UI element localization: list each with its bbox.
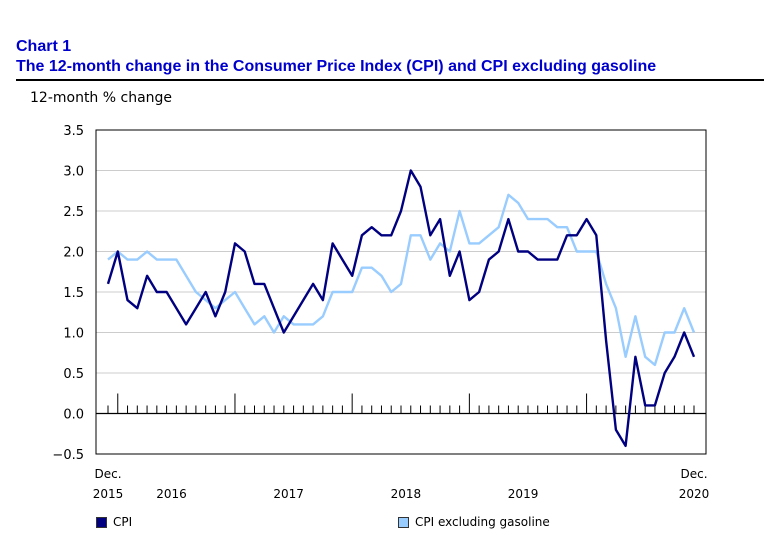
y-tick-label: 1.0 <box>63 327 84 342</box>
chart-number: Chart 1 <box>16 38 72 55</box>
y-tick-label: 3.5 <box>63 124 84 139</box>
x-tick-label-year: 2018 <box>391 487 422 501</box>
series-line-cpi <box>106 169 696 448</box>
legend-label-cpi: CPI <box>113 515 133 529</box>
x-tick-label-month: Dec. <box>680 467 707 481</box>
legend-item-cpi-ex-gasoline: CPI excluding gasoline <box>398 515 550 529</box>
chart-title: The 12-month change in the Consumer Pric… <box>16 58 657 75</box>
x-axis: Dec. 2015 2016 2017 2018 2019 Dec. 2020 <box>93 393 710 501</box>
legend-swatch-cpi <box>96 516 107 528</box>
x-tick-label-year: 2015 <box>93 487 124 501</box>
grid-lines <box>96 129 706 455</box>
x-tick-label-month: Dec. <box>94 467 121 481</box>
y-tick-label: −0.5 <box>52 448 84 463</box>
y-tick-label: 0.0 <box>63 408 84 423</box>
x-tick-label-year: 2019 <box>508 487 539 501</box>
x-tick-label-year: 2016 <box>156 487 187 501</box>
y-tick-labels: 3.5 3.0 2.5 2.0 1.5 1.0 0.5 0.0 −0.5 <box>52 124 84 463</box>
x-tick-label-year: 2017 <box>273 487 304 501</box>
y-tick-label: 2.5 <box>63 205 84 220</box>
y-axis-label: 12-month % change <box>30 90 173 106</box>
y-tick-label: 0.5 <box>63 367 84 382</box>
y-tick-label: 2.0 <box>63 246 84 261</box>
y-tick-label: 3.0 <box>63 165 84 180</box>
title-divider <box>16 79 764 81</box>
y-tick-label: 1.5 <box>63 286 84 301</box>
chart-heading: Chart 1 The 12-month change in the Consu… <box>16 37 764 77</box>
series-line-cpi-ex-gasoline <box>107 193 696 367</box>
data-series <box>106 169 696 448</box>
legend-item-cpi: CPI <box>96 515 132 529</box>
legend-swatch-cpi-ex-gasoline <box>398 516 409 528</box>
legend-label-cpi-ex-gasoline: CPI excluding gasoline <box>415 515 550 529</box>
plot-frame <box>95 129 707 455</box>
x-tick-label-year: 2020 <box>679 487 710 501</box>
